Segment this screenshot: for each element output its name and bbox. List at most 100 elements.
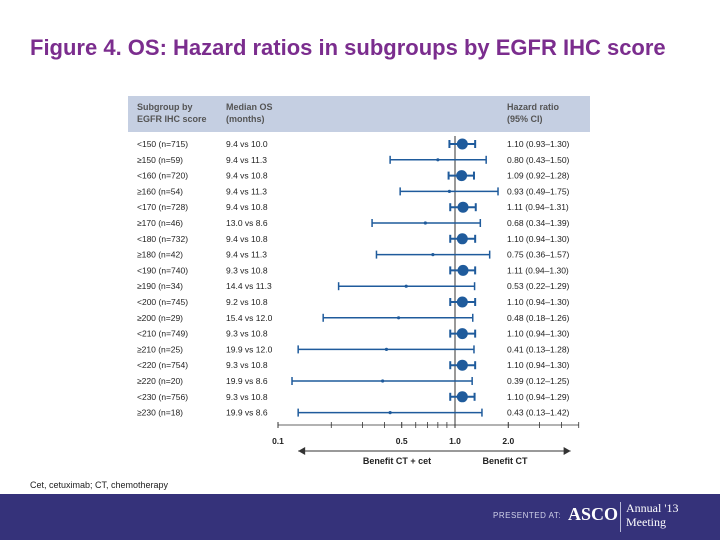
row-hr-ci: 1.10 (0.94–1.30) [507,329,570,339]
header-hazard-ratio-line1: Hazard ratio [507,102,560,112]
row-hr-ci: 0.41 (0.13–1.28) [507,344,570,354]
hr-point [456,391,468,403]
header-hazard-ratio-line2: (95% CI) [507,114,543,124]
row-subgroup-label: ≥220 (n=20) [137,376,183,386]
row-subgroup-label: <160 (n=720) [137,171,188,181]
row-median-os: 9.3 vs 10.8 [226,360,268,370]
forest-row: <180 (n=732) 9.4 vs 10.8 1.10 (0.94–1.30) [137,233,570,245]
forest-row: ≥220 (n=20) 19.9 vs 8.6 0.39 (0.12–1.25) [137,376,570,386]
row-hr-ci: 0.53 (0.22–1.29) [507,281,570,291]
tick-label: 0.1 [272,436,284,446]
row-subgroup-label: ≥230 (n=18) [137,408,183,418]
row-hr-ci: 1.09 (0.92–1.28) [507,171,570,181]
footer-bar: PRESENTED AT: ASCO Annual '13 Meeting [0,494,720,540]
row-hr-ci: 1.11 (0.94–1.30) [507,265,569,275]
hr-point [456,296,468,308]
table-header-band [128,96,590,132]
row-median-os: 13.0 vs 8.6 [226,218,268,228]
row-subgroup-label: ≥180 (n=42) [137,250,183,260]
xlabel-left: Benefit CT + cet [363,456,431,466]
row-median-os: 9.4 vs 11.3 [226,186,267,196]
forest-row: ≥150 (n=59) 9.4 vs 11.3 0.80 (0.43–1.50) [137,155,570,165]
row-hr-ci: 0.75 (0.36–1.57) [507,250,570,260]
forest-row: <160 (n=720) 9.4 vs 10.8 1.09 (0.92–1.28) [137,170,570,182]
forest-row: <220 (n=754) 9.3 vs 10.8 1.10 (0.94–1.30) [137,359,570,371]
hr-point [456,328,468,340]
row-hr-ci: 1.10 (0.94–1.29) [507,392,570,402]
row-subgroup-label: <220 (n=754) [137,360,188,370]
hr-point [456,170,468,182]
xlabel-right: Benefit CT [483,456,529,466]
logo-divider [620,502,621,532]
x-axis: 0.1 0.5 1.0 2.0 Benefit CT + cet Benefit CT [272,422,580,466]
forest-row: <150 (n=715) 9.4 vs 10.0 1.10 (0.93–1.30) [137,138,570,150]
row-median-os: 9.4 vs 11.3 [226,155,267,165]
row-median-os: 15.4 vs 12.0 [226,313,273,323]
tick-label: 1.0 [449,436,461,446]
forest-row: <170 (n=728) 9.4 vs 10.8 1.11 (0.94–1.31) [137,201,569,213]
hr-point [436,158,440,162]
row-hr-ci: 1.10 (0.94–1.30) [507,297,570,307]
row-median-os: 14.4 vs 11.3 [226,281,272,291]
forest-row: ≥230 (n=18) 19.9 vs 8.6 0.43 (0.13–1.42) [137,408,570,418]
header-median-os-line1: Median OS [226,102,273,112]
row-hr-ci: 1.10 (0.93–1.30) [507,139,570,149]
forest-rows: <150 (n=715) 9.4 vs 10.0 1.10 (0.93–1.30) ≥… [137,136,570,423]
row-subgroup-label: ≥210 (n=25) [137,344,183,354]
row-hr-ci: 0.39 (0.12–1.25) [507,376,570,386]
annual-meeting-label: Annual '13 Meeting [626,501,679,529]
forest-row: ≥180 (n=42) 9.4 vs 11.3 0.75 (0.36–1.57) [137,250,570,260]
hr-point [388,411,392,415]
row-hr-ci: 1.11 (0.94–1.31) [507,202,569,212]
row-median-os: 9.3 vs 10.8 [226,392,268,402]
hr-point [456,138,468,150]
footnote: Cet, cetuximab; CT, chemotherapy [30,480,169,490]
row-median-os: 19.9 vs 8.6 [226,376,268,386]
asco-logo: ASCO [568,504,619,524]
hr-point [457,264,469,276]
row-subgroup-label: <210 (n=749) [137,329,188,339]
row-subgroup-label: <200 (n=745) [137,297,188,307]
hr-point [457,201,469,213]
forest-row: <230 (n=756) 9.3 vs 10.8 1.10 (0.94–1.29) [137,391,570,403]
row-hr-ci: 0.68 (0.34–1.39) [507,218,570,228]
header-median-os-line2: (months) [226,114,265,124]
forest-row: ≥200 (n=29) 15.4 vs 12.0 0.48 (0.18–1.26) [137,313,570,323]
forest-plot: Subgroup by EGFR IHC score Median OS (month… [128,96,590,466]
header-subgroup-line1: Subgroup by [137,102,193,112]
arrow-head-left [298,447,306,455]
row-subgroup-label: <180 (n=732) [137,234,188,244]
row-hr-ci: 0.48 (0.18–1.26) [507,313,570,323]
hr-point [431,253,435,257]
row-median-os: 9.3 vs 10.8 [226,265,268,275]
hr-point [447,189,452,193]
figure-title: Figure 4. OS: Hazard ratios in subgroups… [30,35,666,60]
header-subgroup-line2: EGFR IHC score [137,114,207,124]
hr-point [384,347,389,351]
row-median-os: 19.9 vs 8.6 [226,408,268,418]
hr-point [456,233,468,245]
hr-point [381,379,385,383]
forest-row: ≥210 (n=25) 19.9 vs 12.0 0.41 (0.13–1.28) [137,344,570,354]
row-subgroup-label: ≥150 (n=59) [137,155,183,165]
row-hr-ci: 0.43 (0.13–1.42) [507,408,570,418]
row-subgroup-label: <170 (n=728) [137,202,188,212]
forest-row: <190 (n=740) 9.3 vs 10.8 1.11 (0.94–1.30) [137,264,569,276]
tick-label: 2.0 [502,436,514,446]
row-median-os: 19.9 vs 12.0 [226,344,273,354]
arrow-head-right [563,447,571,455]
table-header: Subgroup by EGFR IHC score Median OS (month… [137,102,560,124]
hr-point [404,284,408,288]
row-subgroup-label: ≥170 (n=46) [137,218,183,228]
forest-row: <210 (n=749) 9.3 vs 10.8 1.10 (0.94–1.30) [137,328,570,340]
row-subgroup-label: <150 (n=715) [137,139,188,149]
row-subgroup-label: ≥190 (n=34) [137,281,183,291]
tick-label: 0.5 [396,436,408,446]
row-median-os: 9.3 vs 10.8 [226,329,268,339]
row-median-os: 9.4 vs 11.3 [226,250,267,260]
row-subgroup-label: <230 (n=756) [137,392,188,402]
row-hr-ci: 0.80 (0.43–1.50) [507,155,570,165]
forest-row: <200 (n=745) 9.2 vs 10.8 1.10 (0.94–1.30) [137,296,570,308]
row-subgroup-label: ≥160 (n=54) [137,186,183,196]
row-hr-ci: 1.10 (0.94–1.30) [507,360,570,370]
